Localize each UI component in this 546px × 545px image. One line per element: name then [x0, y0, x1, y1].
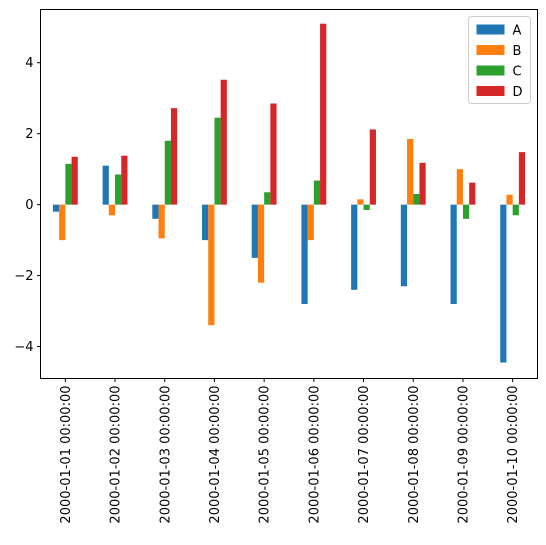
legend-label-D: D: [513, 85, 523, 100]
y-tick-label: 0: [25, 198, 33, 213]
legend-label-A: A: [513, 24, 522, 39]
bar-C-6: [313, 180, 321, 205]
bar-C-5: [264, 192, 271, 205]
legend-label-C: C: [513, 65, 522, 80]
bar-D-9: [469, 182, 476, 205]
bar-C-7: [363, 204, 370, 210]
bar-A-5: [251, 204, 258, 258]
bar-B-6: [307, 204, 314, 241]
y-tick-label: 4: [25, 56, 33, 71]
bar-D-2: [121, 155, 128, 205]
bar-C-1: [65, 163, 72, 205]
y-axis: −4 −2 0 2 4: [14, 56, 41, 355]
bar-C-8: [413, 194, 420, 205]
bar-A-7: [351, 204, 358, 290]
x-tick-label: 2000-01-08 00:00:00: [407, 386, 422, 524]
bar-A-10: [500, 204, 507, 363]
bar-D-1: [71, 156, 78, 205]
legend-swatch-D: [476, 86, 505, 96]
x-tick-label: 2000-01-01 00:00:00: [59, 386, 74, 524]
bar-D-10: [518, 152, 526, 205]
bar-C-2: [115, 174, 122, 205]
x-tick-label: 2000-01-06 00:00:00: [307, 386, 322, 524]
bar-D-3: [170, 108, 178, 205]
legend-swatch-B: [476, 45, 505, 55]
bar-B-7: [357, 199, 364, 205]
bar-B-9: [456, 169, 463, 205]
x-tick-label: 2000-01-03 00:00:00: [158, 386, 173, 524]
bar-A-8: [400, 204, 408, 287]
bar-A-4: [202, 204, 209, 241]
bar-B-4: [208, 204, 215, 326]
bar-D-6: [320, 23, 327, 205]
x-tick-label: 2000-01-09 00:00:00: [456, 386, 471, 524]
legend-swatch-C: [476, 65, 505, 76]
bar-D-7: [369, 129, 376, 205]
bar-C-9: [462, 204, 470, 219]
bar-D-5: [270, 103, 277, 205]
y-tick-label: 2: [25, 127, 33, 142]
bar-A-3: [152, 204, 159, 219]
legend-label-B: B: [513, 44, 522, 59]
bar-A-9: [450, 204, 457, 304]
bar-B-8: [407, 139, 414, 205]
bar-A-1: [52, 204, 60, 212]
bar-A-2: [102, 165, 109, 205]
legend-swatch-A: [476, 24, 505, 35]
x-tick-label: 2000-01-10 00:00:00: [506, 386, 521, 524]
bar-B-3: [158, 204, 165, 239]
bar-B-2: [108, 204, 116, 216]
bar-C-10: [512, 204, 519, 216]
y-tick-label: −2: [14, 269, 33, 284]
y-tick-label: −4: [14, 340, 33, 355]
bars-group: [52, 23, 526, 363]
bar-D-4: [220, 79, 227, 205]
x-tick-label: 2000-01-07 00:00:00: [357, 386, 372, 524]
bar-C-3: [164, 140, 171, 205]
x-tick-label: 2000-01-04 00:00:00: [208, 386, 223, 524]
x-tick-label: 2000-01-02 00:00:00: [109, 386, 124, 524]
bar-C-4: [214, 117, 221, 205]
legend-box: [468, 16, 531, 104]
plot-frame: [40, 9, 538, 379]
bar-A-6: [301, 204, 308, 304]
bar-D-8: [419, 162, 426, 205]
x-axis: 2000-01-01 00:00:00 2000-01-02 00:00:00 20…: [59, 378, 521, 524]
bar-B-5: [257, 204, 265, 283]
x-tick-label: 2000-01-05 00:00:00: [258, 386, 273, 524]
bar-B-10: [506, 194, 513, 205]
bar-B-1: [59, 204, 66, 241]
